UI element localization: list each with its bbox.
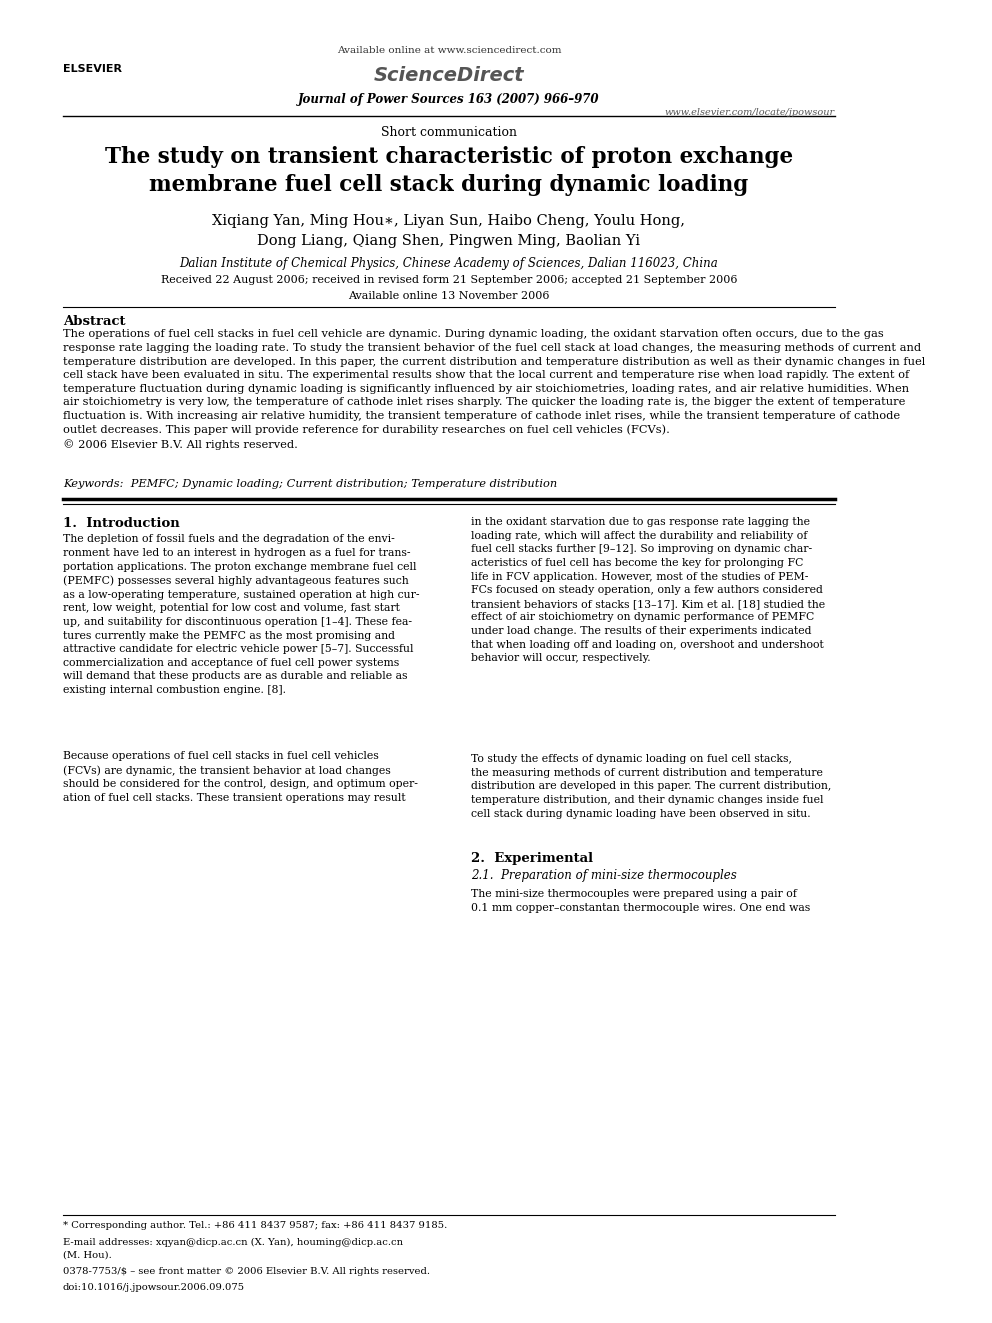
- Text: The operations of fuel cell stacks in fuel cell vehicle are dynamic. During dyna: The operations of fuel cell stacks in fu…: [62, 329, 926, 450]
- Text: Keywords:  PEMFC; Dynamic loading; Current distribution; Temperature distributio: Keywords: PEMFC; Dynamic loading; Curren…: [62, 479, 558, 490]
- Text: Abstract: Abstract: [62, 315, 125, 328]
- Text: The study on transient characteristic of proton exchange
membrane fuel cell stac: The study on transient characteristic of…: [105, 146, 793, 196]
- Text: * Corresponding author. Tel.: +86 411 8437 9587; fax: +86 411 8437 9185.: * Corresponding author. Tel.: +86 411 84…: [62, 1221, 447, 1230]
- Text: ELSEVIER: ELSEVIER: [62, 64, 122, 74]
- Text: Available online at www.sciencedirect.com: Available online at www.sciencedirect.co…: [336, 46, 561, 56]
- Text: Available online 13 November 2006: Available online 13 November 2006: [348, 291, 550, 302]
- Text: The mini-size thermocouples were prepared using a pair of
0.1 mm copper–constant: The mini-size thermocouples were prepare…: [471, 889, 810, 913]
- Text: Xiqiang Yan, Ming Hou∗, Liyan Sun, Haibo Cheng, Youlu Hong,
Dong Liang, Qiang Sh: Xiqiang Yan, Ming Hou∗, Liyan Sun, Haibo…: [212, 214, 685, 247]
- Text: Dalian Institute of Chemical Physics, Chinese Academy of Sciences, Dalian 116023: Dalian Institute of Chemical Physics, Ch…: [180, 257, 718, 270]
- Text: 2.  Experimental: 2. Experimental: [471, 852, 593, 865]
- Text: E-mail addresses: xqyan@dicp.ac.cn (X. Yan), houming@dicp.ac.cn
(M. Hou).: E-mail addresses: xqyan@dicp.ac.cn (X. Y…: [62, 1238, 403, 1259]
- Text: Short communication: Short communication: [381, 126, 517, 139]
- Text: ScienceDirect: ScienceDirect: [374, 66, 524, 85]
- Text: Received 22 August 2006; received in revised form 21 September 2006; accepted 21: Received 22 August 2006; received in rev…: [161, 275, 737, 286]
- Text: in the oxidant starvation due to gas response rate lagging the
loading rate, whi: in the oxidant starvation due to gas res…: [471, 517, 825, 663]
- Text: Because operations of fuel cell stacks in fuel cell vehicles
(FCVs) are dynamic,: Because operations of fuel cell stacks i…: [62, 751, 418, 803]
- Text: Journal of Power Sources 163 (2007) 966–970: Journal of Power Sources 163 (2007) 966–…: [299, 93, 599, 106]
- Text: www.elsevier.com/locate/jpowsour: www.elsevier.com/locate/jpowsour: [665, 108, 835, 118]
- Text: The depletion of fossil fuels and the degradation of the envi-
ronment have led : The depletion of fossil fuels and the de…: [62, 534, 420, 695]
- Text: 1.  Introduction: 1. Introduction: [62, 517, 180, 531]
- Text: doi:10.1016/j.jpowsour.2006.09.075: doi:10.1016/j.jpowsour.2006.09.075: [62, 1283, 245, 1293]
- Text: 0378-7753/$ – see front matter © 2006 Elsevier B.V. All rights reserved.: 0378-7753/$ – see front matter © 2006 El…: [62, 1267, 430, 1277]
- Text: To study the effects of dynamic loading on fuel cell stacks,
the measuring metho: To study the effects of dynamic loading …: [471, 754, 831, 819]
- Text: 2.1.  Preparation of mini-size thermocouples: 2.1. Preparation of mini-size thermocoup…: [471, 869, 737, 882]
